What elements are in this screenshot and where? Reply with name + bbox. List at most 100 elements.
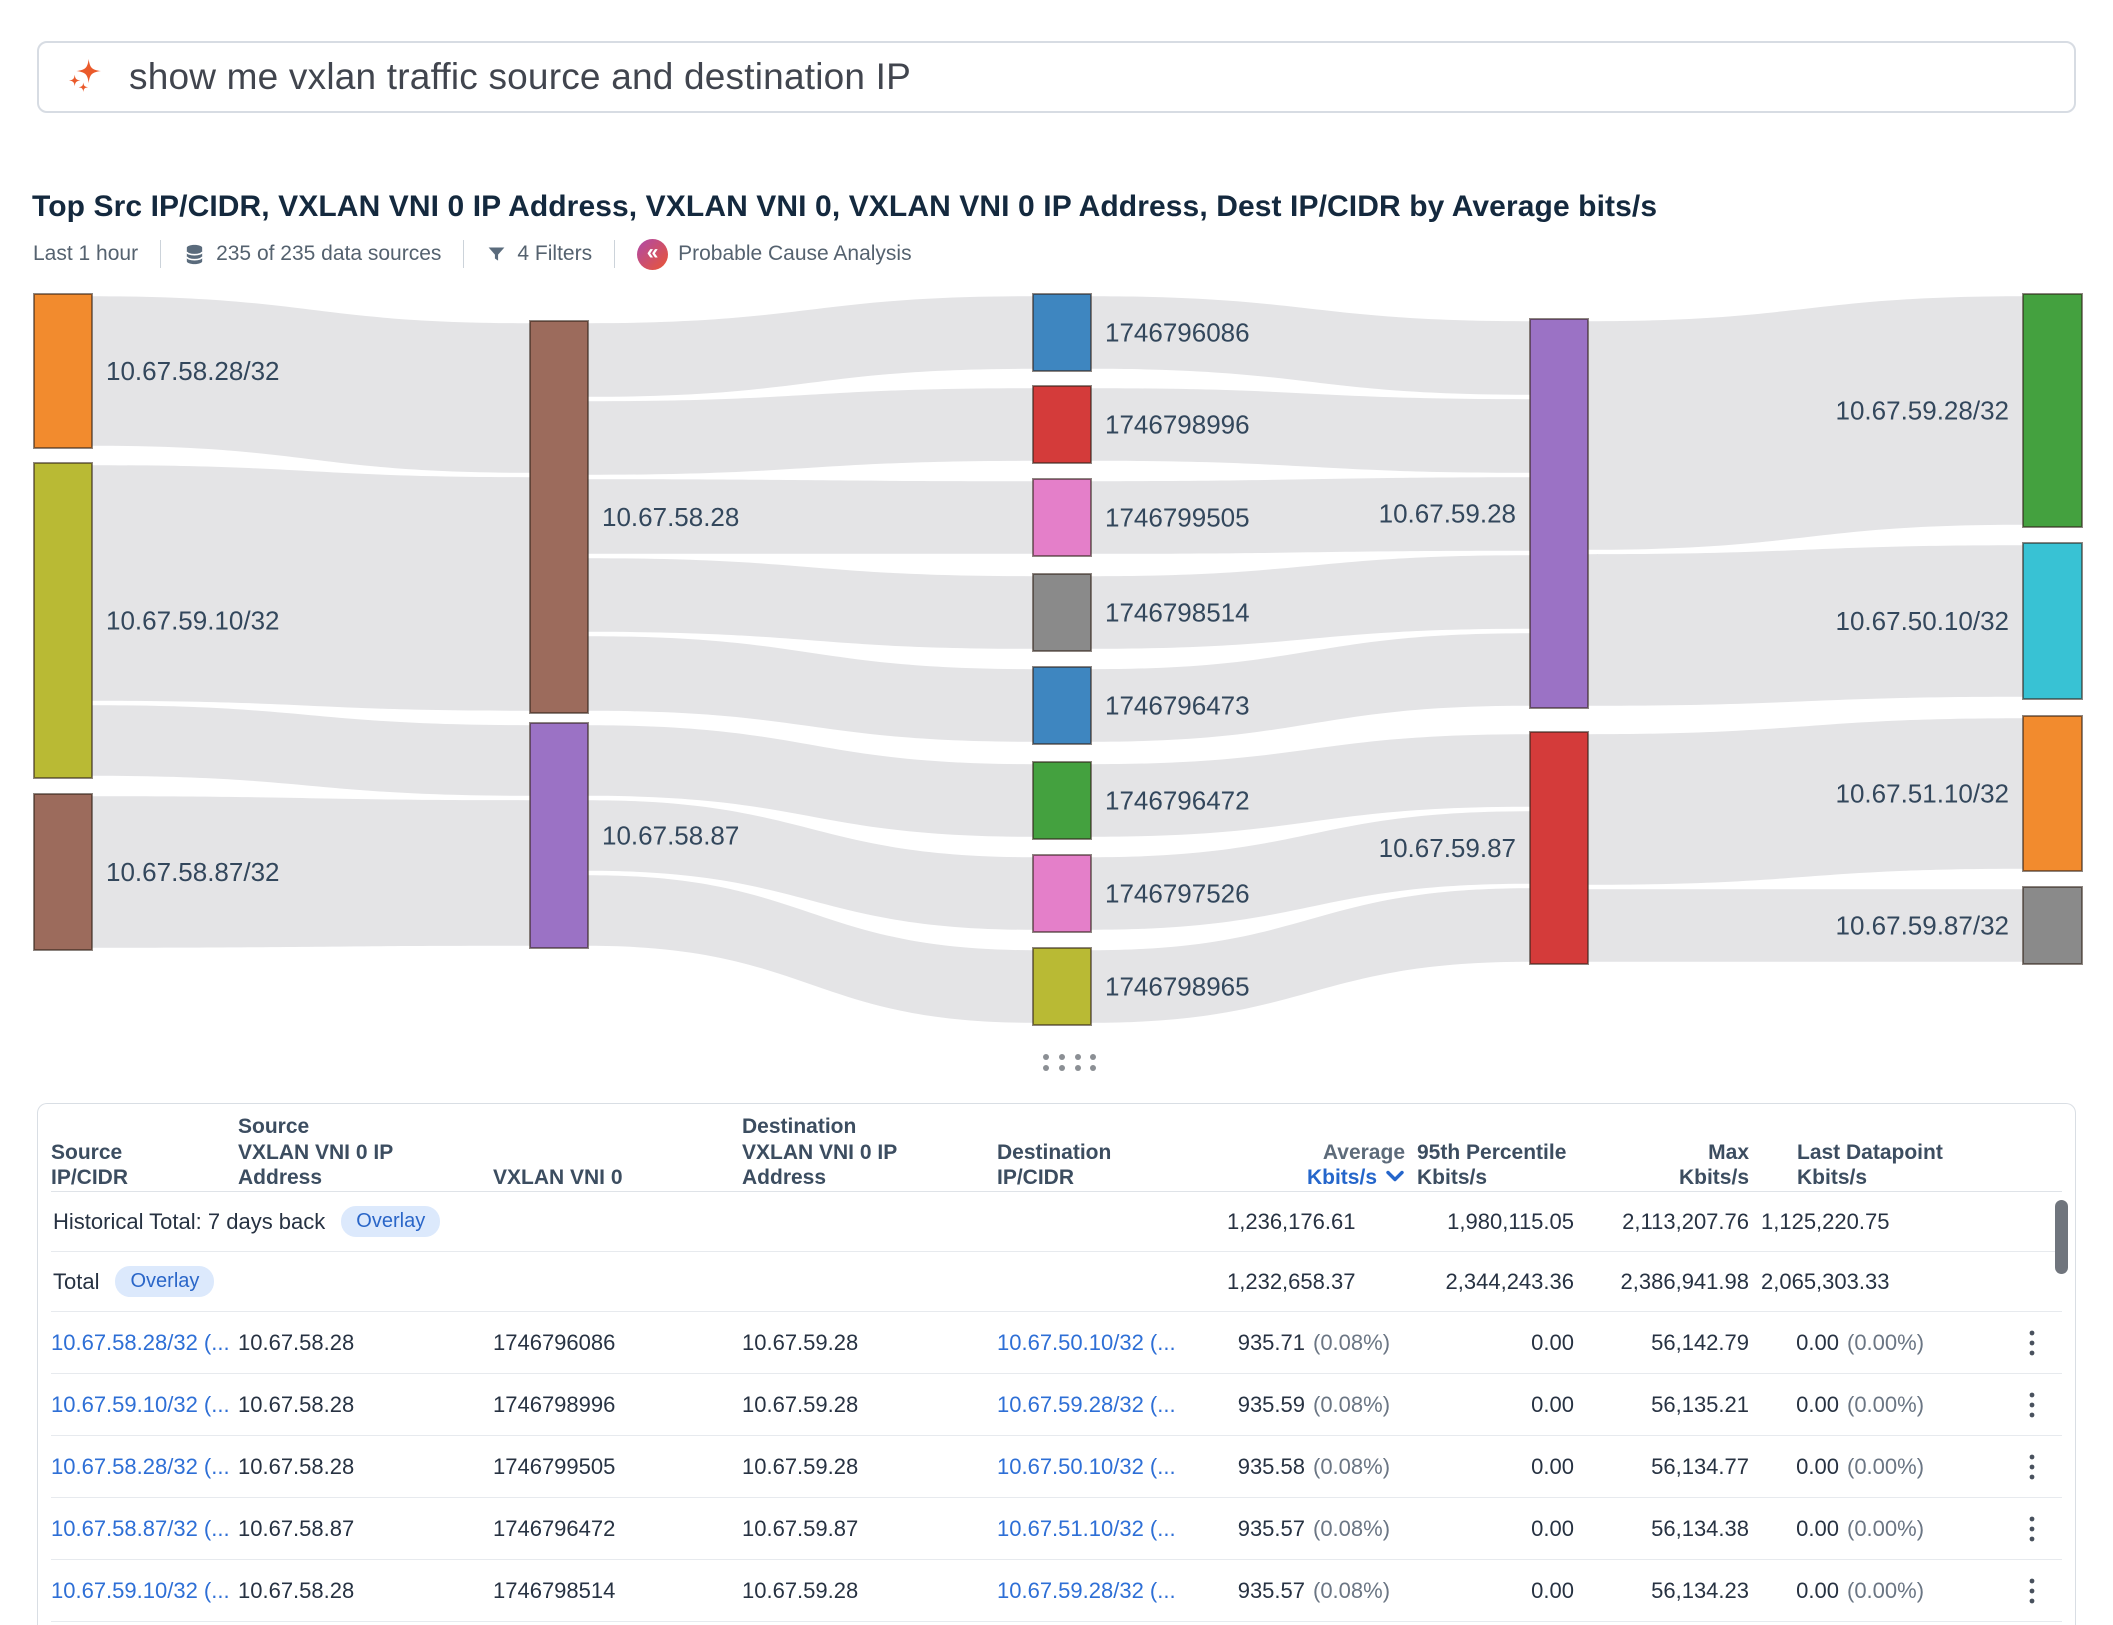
- nl-query-input[interactable]: show me vxlan traffic source and destina…: [129, 56, 912, 97]
- value: 2,113,207.76: [1622, 1208, 1749, 1234]
- sankey-link[interactable]: [1588, 718, 2023, 885]
- column-header-label: Source: [51, 1140, 123, 1164]
- sankey-node-10.67.59.28[interactable]: [1529, 318, 1589, 709]
- cell-source-ip[interactable]: 10.67.59.10/32 (...: [51, 1577, 230, 1603]
- sankey-link[interactable]: [92, 705, 530, 796]
- sort-control[interactable]: Kbits/s: [1307, 1165, 1405, 1191]
- table-header-row: Source IP/CIDR Source VXLAN VNI 0 IP Address…: [51, 1104, 2062, 1192]
- sankey-link[interactable]: [588, 558, 1033, 649]
- row-menu-button[interactable]: [2028, 1576, 2062, 1606]
- cell-destination-vni-ip: 10.67.59.28: [742, 1329, 859, 1355]
- value-percent: (0.00%): [1847, 1329, 1925, 1355]
- sankey-node-10.67.58.28/32[interactable]: [33, 293, 93, 449]
- sankey-link[interactable]: [92, 296, 530, 473]
- sankey-node-10.67.59.28/32[interactable]: [2022, 293, 2083, 528]
- row-menu-button[interactable]: [2028, 1390, 2062, 1420]
- sankey-link[interactable]: [1091, 388, 1530, 473]
- sankey-node-1746798514[interactable]: [1032, 573, 1092, 652]
- cell-destination-ip[interactable]: 10.67.51.10/32 (...: [997, 1515, 1176, 1541]
- sankey-node-10.67.58.87[interactable]: [529, 722, 589, 949]
- sankey-node-1746799505[interactable]: [1032, 478, 1092, 557]
- probable-cause-control[interactable]: « Probable Cause Analysis: [615, 238, 933, 270]
- sankey-node-10.67.59.87/32[interactable]: [2022, 886, 2083, 965]
- sankey-node-10.67.59.10/32[interactable]: [33, 462, 93, 779]
- cell-destination-ip[interactable]: 10.67.59.28/32 (...: [997, 1391, 1176, 1417]
- sankey-node-1746798996[interactable]: [1032, 385, 1092, 464]
- column-header-label: VXLAN VNI 0: [493, 1166, 623, 1190]
- panel-resize-handle[interactable]: [1043, 1054, 1101, 1071]
- sankey-link[interactable]: [588, 725, 1033, 837]
- cell-max: 2,113,207.76: [1586, 1209, 1761, 1235]
- cell-last-datapoint: 2,065,303.33: [1761, 1269, 1951, 1295]
- row-menu-button[interactable]: [2028, 1514, 2062, 1544]
- cell-max: 2,386,941.98: [1586, 1269, 1761, 1295]
- sankey-link[interactable]: [588, 388, 1033, 475]
- sankey-node-label: 1746798965: [1105, 972, 1250, 1002]
- time-range-control[interactable]: Last 1 hour: [33, 242, 160, 266]
- cell-source-ip[interactable]: 10.67.59.10/32 (...: [51, 1391, 230, 1417]
- sankey-node-1746797526[interactable]: [1032, 854, 1092, 933]
- filters-control[interactable]: 4 Filters: [464, 242, 614, 266]
- value-percent: (0.00%): [1847, 1577, 1925, 1603]
- data-sources-control[interactable]: 235 of 235 data sources: [161, 242, 463, 266]
- sankey-node-label: 10.67.59.87/32: [1836, 911, 2010, 941]
- value: 56,142.79: [1651, 1329, 1749, 1355]
- sankey-node-10.67.59.87[interactable]: [1529, 731, 1589, 965]
- sankey-link[interactable]: [588, 800, 1033, 930]
- column-header-label: Kbits/s: [1417, 1166, 1488, 1190]
- sankey-link[interactable]: [1091, 811, 1530, 930]
- column-header-label: VXLAN VNI 0 IP: [742, 1140, 898, 1164]
- cell-95th-percentile: 2,344,243.36: [1417, 1269, 1586, 1295]
- cell-destination-ip[interactable]: 10.67.50.10/32 (...: [997, 1329, 1176, 1355]
- sankey-link[interactable]: [588, 636, 1033, 742]
- nl-query-bar[interactable]: show me vxlan traffic source and destina…: [37, 41, 2076, 113]
- cell-average: 935.71 (0.08%): [1227, 1330, 1417, 1356]
- sankey-node-10.67.51.10/32[interactable]: [2022, 715, 2083, 872]
- sankey-node-1746798965[interactable]: [1032, 947, 1092, 1026]
- value: 935.59: [1237, 1391, 1305, 1417]
- row-menu-button[interactable]: [2028, 1328, 2062, 1358]
- sankey-link[interactable]: [1091, 888, 1530, 1023]
- sankey-link[interactable]: [588, 479, 1033, 554]
- value-percent: (0.08%): [1313, 1515, 1391, 1541]
- value: 56,134.23: [1651, 1577, 1749, 1603]
- cell-95th-percentile: 0.00: [1417, 1330, 1586, 1356]
- sankey-link[interactable]: [1588, 545, 2023, 706]
- table-scrollbar-thumb[interactable]: [2055, 1200, 2068, 1274]
- column-header-label: Destination: [997, 1140, 1112, 1164]
- sankey-link[interactable]: [1091, 734, 1530, 837]
- column-header-avg[interactable]: Average Kbits/s: [1227, 1130, 1417, 1204]
- sankey-link[interactable]: [1588, 296, 2023, 550]
- sankey-node-10.67.58.28[interactable]: [529, 320, 589, 714]
- toolbar-divider: [463, 240, 465, 268]
- sankey-node-10.67.58.87/32[interactable]: [33, 793, 93, 951]
- sankey-node-10.67.50.10/32[interactable]: [2022, 542, 2083, 700]
- sankey-node-1746796472[interactable]: [1032, 761, 1092, 840]
- cell-source-ip[interactable]: 10.67.58.28/32 (...: [51, 1453, 230, 1479]
- cell-source-ip[interactable]: 10.67.58.87/32 (...: [51, 1515, 230, 1541]
- cell-destination-ip[interactable]: 10.67.59.28/32 (...: [997, 1577, 1176, 1603]
- value: 1,236,176.61: [1227, 1208, 1356, 1234]
- sankey-link[interactable]: [1588, 889, 2023, 962]
- sankey-link[interactable]: [1091, 555, 1530, 649]
- results-table: Source IP/CIDR Source VXLAN VNI 0 IP Address…: [37, 1103, 2076, 1625]
- page-title: Top Src IP/CIDR, VXLAN VNI 0 IP Address,…: [32, 190, 1658, 223]
- cell-max: 56,142.79: [1586, 1330, 1761, 1356]
- sankey-link[interactable]: [1091, 633, 1530, 742]
- value: 1,125,220.75: [1761, 1208, 1890, 1234]
- sankey-link[interactable]: [1091, 477, 1530, 554]
- sankey-node-1746796473[interactable]: [1032, 666, 1092, 745]
- sankey-node-label: 1746796472: [1105, 786, 1250, 816]
- row-menu-button[interactable]: [2028, 1452, 2062, 1482]
- cell-destination-ip[interactable]: 10.67.50.10/32 (...: [997, 1453, 1176, 1479]
- sankey-node-1746796086[interactable]: [1032, 293, 1092, 372]
- sankey-link[interactable]: [92, 796, 530, 948]
- toolbar-divider: [160, 240, 162, 268]
- cell-source-ip[interactable]: 10.67.58.28/32 (...: [51, 1329, 230, 1355]
- cell-last-datapoint: 0.00 (0.00%): [1761, 1578, 1951, 1604]
- sankey-node-label: 1746797526: [1105, 879, 1250, 909]
- sankey-link[interactable]: [588, 875, 1033, 1023]
- sankey-link[interactable]: [588, 296, 1033, 397]
- sankey-link[interactable]: [92, 465, 530, 711]
- sankey-link[interactable]: [1091, 296, 1530, 395]
